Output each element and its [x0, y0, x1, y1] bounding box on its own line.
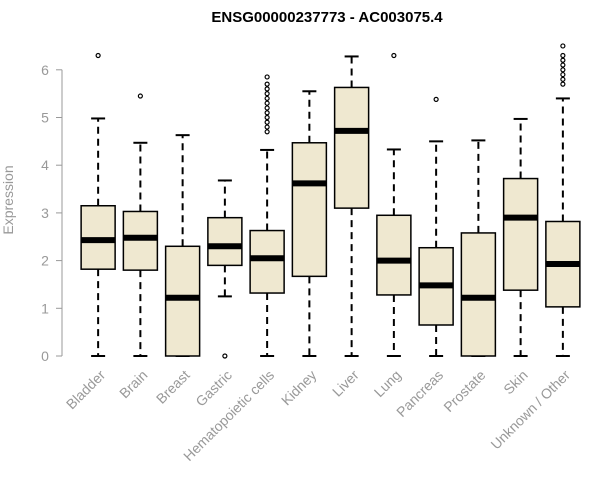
box-iqr — [460, 232, 497, 357]
box-iqr — [164, 245, 201, 357]
outlier-point — [560, 67, 566, 73]
y-tick-label: 2 — [41, 253, 49, 269]
box-brain — [122, 93, 159, 357]
x-tick-label: Prostate — [440, 367, 488, 415]
x-tick-label: Unknown / Other — [487, 367, 573, 453]
y-tick-label: 5 — [41, 110, 49, 126]
y-tick-label: 1 — [41, 300, 49, 316]
x-tick-label: Skin — [500, 367, 531, 398]
box-skin — [502, 117, 539, 357]
x-tick-label: Pancreas — [393, 367, 446, 420]
outlier-point — [560, 76, 566, 82]
outlier-point — [391, 52, 397, 59]
outlier-point — [560, 52, 566, 59]
box-iqr — [333, 86, 370, 209]
box-iqr — [207, 216, 243, 267]
x-tick-label: Lung — [371, 367, 404, 400]
box-iqr — [376, 214, 412, 296]
outlier-point — [560, 62, 566, 68]
box-pancreas — [418, 96, 454, 357]
x-tick-label: Bladder — [63, 367, 109, 413]
outlier-point — [433, 96, 439, 102]
box-lung — [376, 52, 412, 357]
box-iqr — [122, 210, 159, 271]
outlier-point — [264, 74, 270, 80]
outlier-point — [264, 95, 270, 102]
box-prostate — [460, 139, 497, 357]
y-axis: 0 1 2 3 4 5 6 — [41, 62, 63, 364]
outlier-point — [264, 114, 270, 121]
y-tick-label: 0 — [41, 348, 49, 364]
x-tick-label: Liver — [329, 367, 362, 400]
outlier-point — [264, 91, 270, 97]
box-gastric — [207, 179, 243, 359]
outlier-point — [264, 119, 270, 125]
outlier-point — [560, 43, 566, 49]
outlier-point — [264, 110, 270, 116]
x-tick-label: Brain — [116, 367, 150, 401]
box-bladder — [80, 52, 116, 357]
y-axis-label: Expression — [0, 165, 16, 234]
chart-title: ENSG00000237773 - AC003075.4 — [211, 9, 443, 26]
outlier-point — [264, 100, 270, 106]
y-tick-label: 4 — [41, 157, 49, 173]
box-liver — [333, 55, 370, 357]
x-tick-label: Kidney — [278, 367, 320, 409]
boxes-group — [80, 43, 581, 359]
box-iqr — [291, 142, 328, 278]
outlier-point — [264, 129, 270, 135]
y-tick-label: 3 — [41, 205, 49, 221]
outlier-point — [137, 93, 143, 99]
outlier-point — [222, 353, 228, 359]
outlier-point — [560, 57, 566, 63]
box-breast — [164, 134, 201, 357]
box-iqr — [249, 229, 285, 294]
outlier-point — [264, 105, 270, 111]
outlier-point — [264, 81, 270, 87]
y-tick-label: 6 — [41, 62, 49, 78]
box-unknown-other — [545, 43, 581, 357]
outlier-point — [264, 124, 270, 130]
box-kidney — [291, 90, 328, 357]
box-iqr — [502, 177, 539, 291]
outlier-point — [95, 52, 101, 59]
outlier-point — [560, 71, 566, 78]
outlier-point — [560, 81, 566, 87]
outlier-point — [264, 86, 270, 92]
box-hematopoietic-cells — [249, 74, 285, 357]
x-tick-label: Breast — [153, 367, 193, 407]
